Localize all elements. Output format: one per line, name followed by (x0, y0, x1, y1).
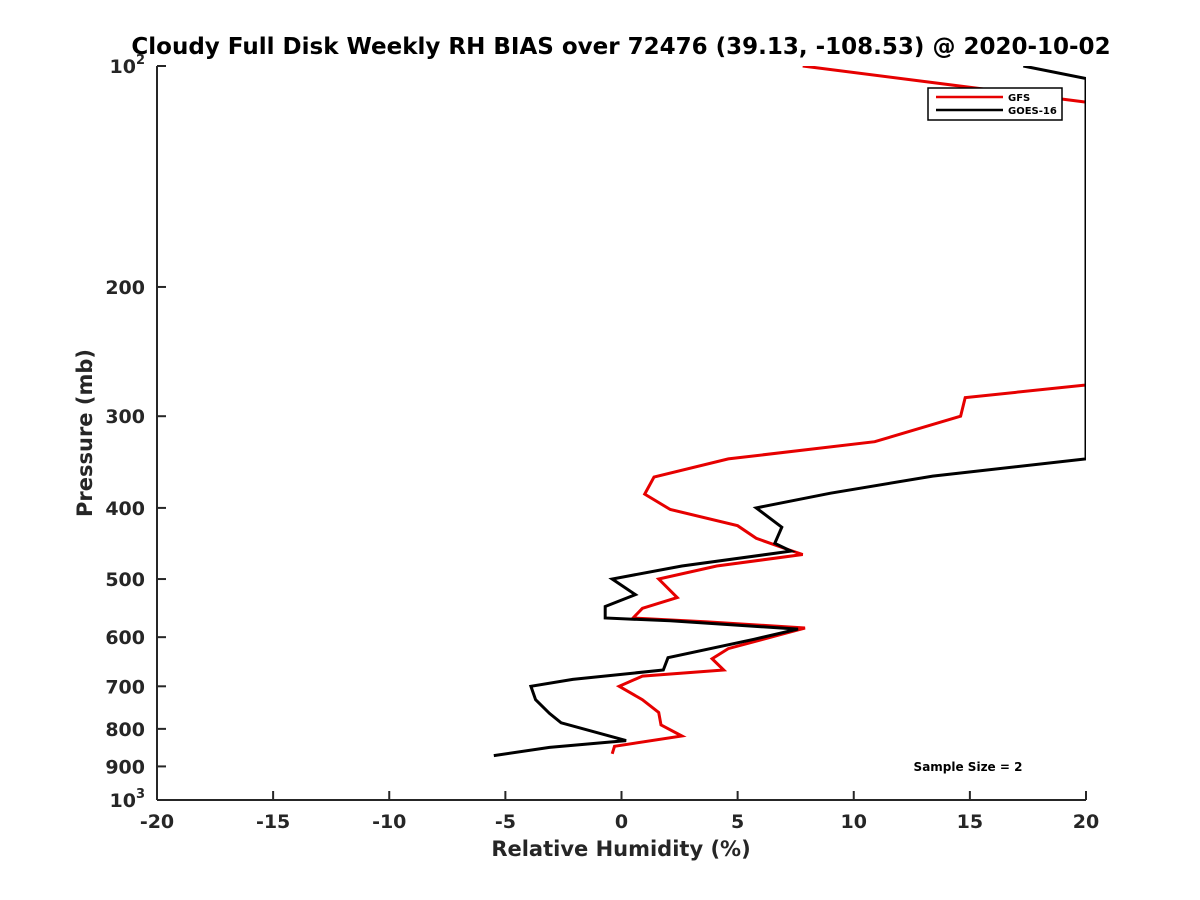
x-axis-label: Relative Humidity (%) (491, 837, 750, 861)
x-tick-label: -10 (372, 811, 406, 833)
y-tick-label: 500 (105, 569, 145, 591)
x-tick-label: 20 (1073, 811, 1099, 833)
chart-title: Cloudy Full Disk Weekly RH BIAS over 724… (131, 34, 1110, 60)
y-tick-label: 102 (110, 53, 146, 78)
x-tick-label: 0 (615, 811, 628, 833)
x-tick-label: -20 (140, 811, 174, 833)
x-axis-ticks: -20 -15 -10 -5 0 5 10 15 20 (140, 791, 1099, 833)
series-line-goes16 (493, 66, 1086, 758)
y-tick-label: 600 (105, 627, 145, 649)
series-layer (493, 66, 1086, 758)
y-axis-label: Pressure (mb) (73, 349, 97, 517)
x-tick-label: 15 (957, 811, 983, 833)
y-tick-label: 900 (105, 756, 145, 778)
y-tick-label: 800 (105, 719, 145, 741)
y-tick-label: 200 (105, 277, 145, 299)
legend-label-gfs: GFS (1008, 93, 1030, 104)
series-line-gfs (610, 66, 1086, 755)
y-tick-label: 700 (105, 676, 145, 698)
x-tick-label: 10 (841, 811, 867, 833)
x-tick-label: -15 (256, 811, 290, 833)
y-axis-ticks: 102 200 300 400 500 600 700 800 900 103 (105, 53, 166, 812)
y-tick-label: 400 (105, 498, 145, 520)
sample-size-annotation: Sample Size = 2 (914, 760, 1023, 774)
x-tick-label: -5 (495, 811, 516, 833)
legend: GFS GOES-16 (927, 87, 1063, 121)
legend-label-goes16: GOES-16 (1008, 106, 1057, 117)
x-tick-label: 5 (731, 811, 744, 833)
y-tick-label: 300 (105, 406, 145, 428)
legend-box (927, 87, 1063, 121)
y-tick-label: 103 (110, 787, 146, 812)
